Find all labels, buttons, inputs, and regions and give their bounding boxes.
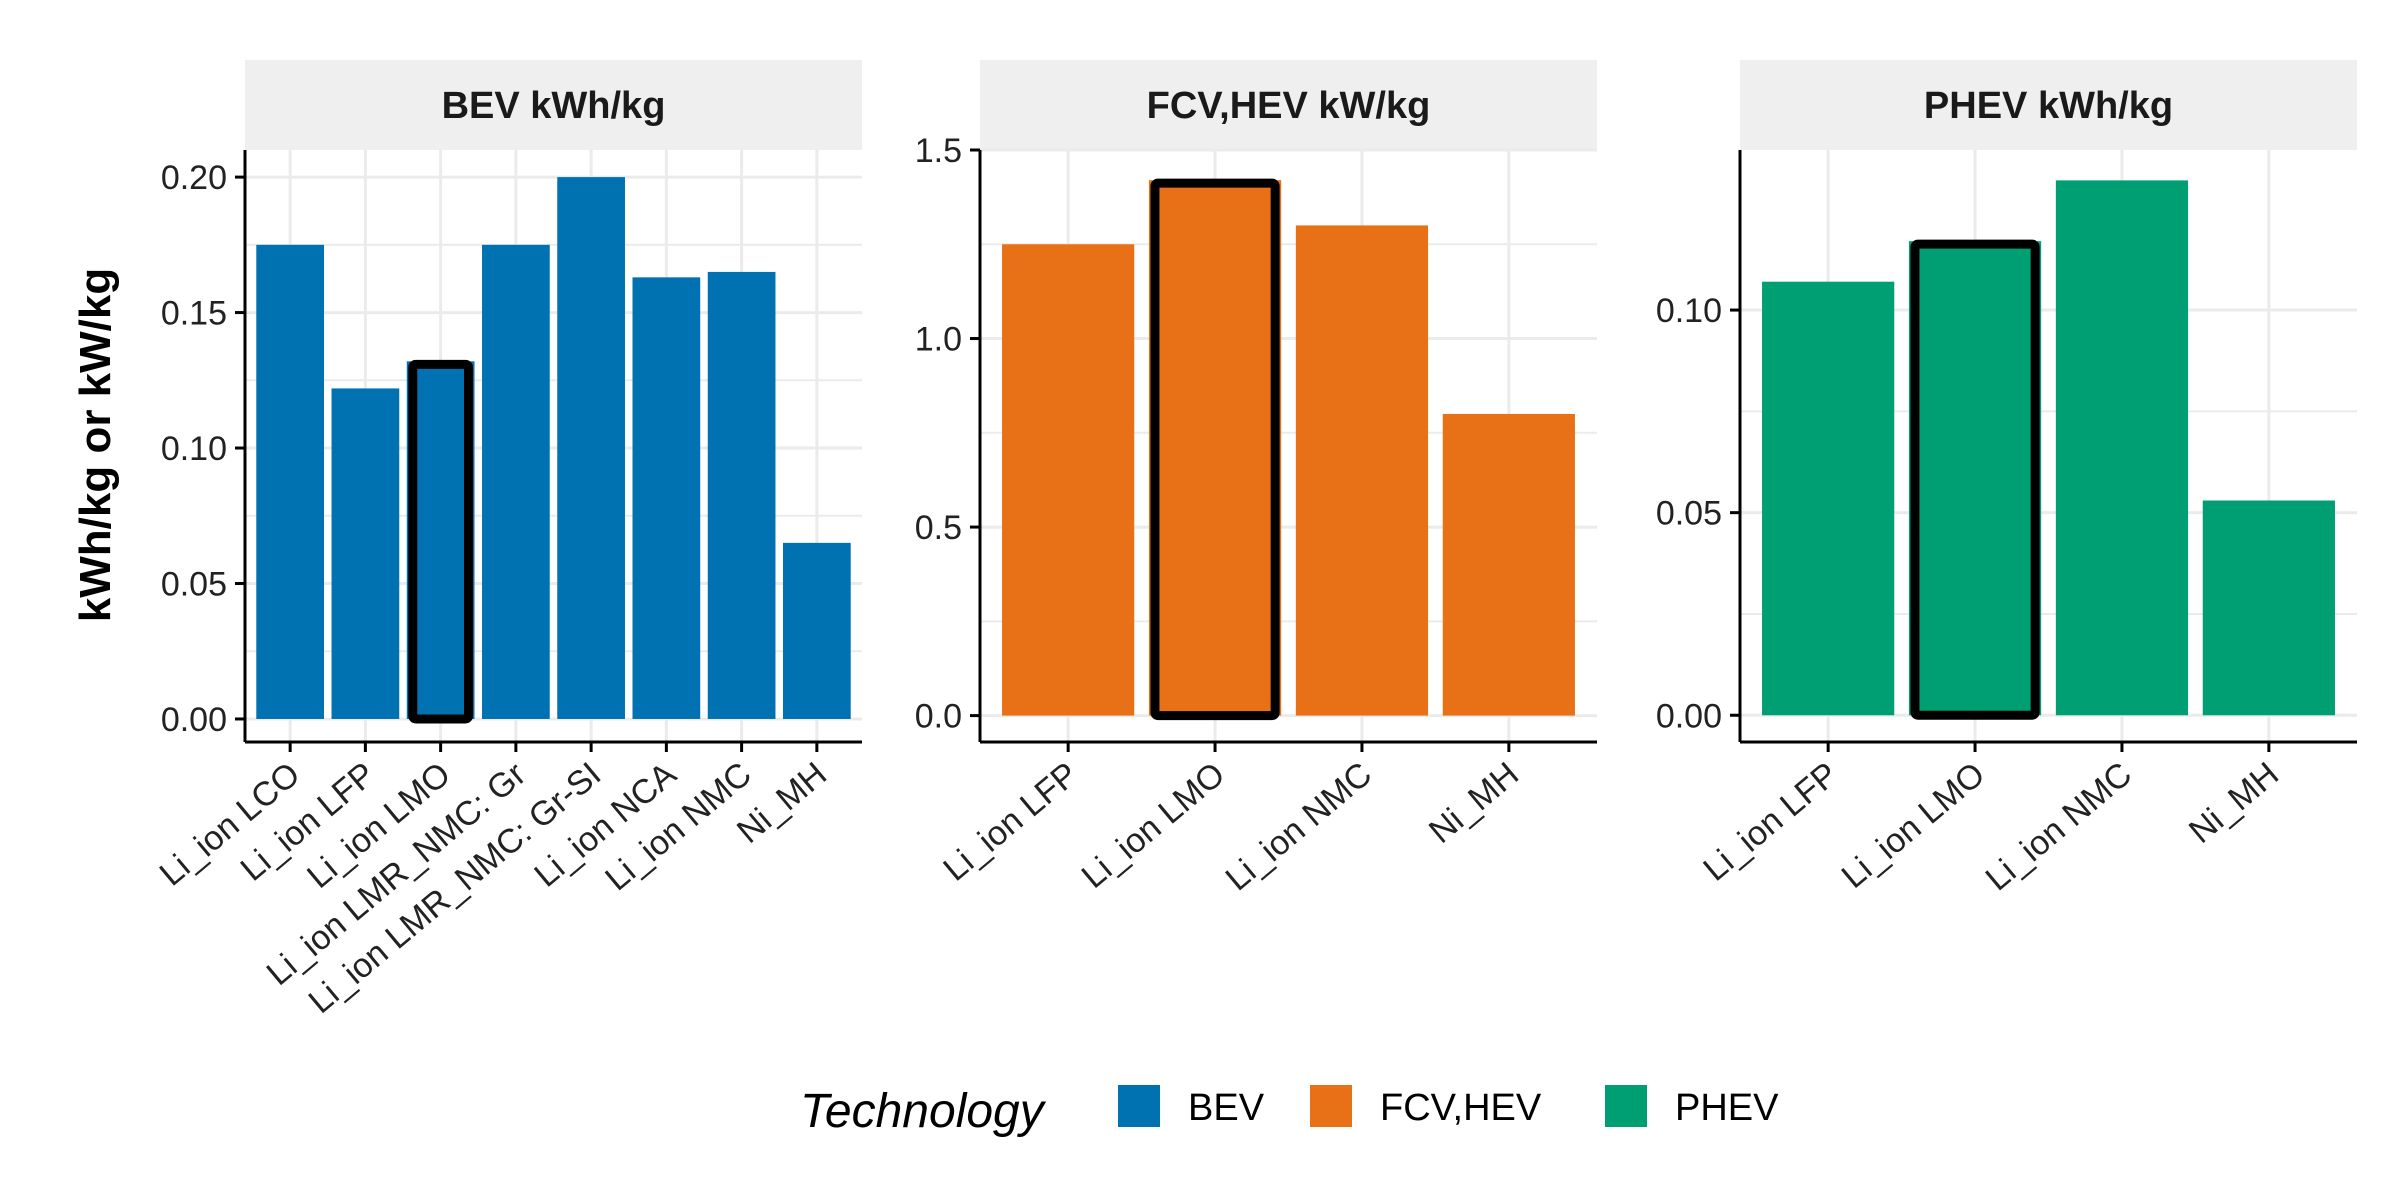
bar-li-ion-nmc <box>1295 225 1429 716</box>
y-tick-label: 0.00 <box>161 701 227 739</box>
legend-label: FCV,HEV <box>1380 1087 1542 1129</box>
bar-highlight-li-ion-lmo <box>408 359 473 724</box>
legend-items: BEV FCV,HEV PHEV <box>1118 1085 1779 1129</box>
legend: Technology BEV FCV,HEV PHEV <box>800 1085 1779 1138</box>
legend-swatch <box>1605 1085 1647 1127</box>
bar-li-ion-lmo <box>1908 241 2042 716</box>
legend-item-fcv-hev: FCV,HEV <box>1310 1085 1542 1129</box>
bar-ni-mh <box>1442 413 1575 716</box>
y-tick-label: 0.20 <box>161 159 227 197</box>
bar-li-ion-lmo <box>406 361 475 719</box>
bar-li-ion-nmc <box>707 271 776 719</box>
bar-li-ion-lmo <box>1148 180 1282 716</box>
bar-li-ion-lfp <box>331 388 400 719</box>
y-tick-label: 0.00 <box>1656 697 1722 735</box>
panel-strip <box>245 60 862 150</box>
bar-ni-mh <box>782 542 851 719</box>
bar-li-ion-lmr-nmc-gr <box>482 244 550 719</box>
bar-li-ion-lfp <box>1762 281 1895 716</box>
bar-li-ion-lfp <box>1002 244 1135 716</box>
bar-highlight-li-ion-lmo <box>1910 239 2040 720</box>
panel-title: BEV kWh/kg <box>442 85 666 127</box>
legend-label: BEV <box>1188 1087 1265 1129</box>
legend-title: Technology <box>800 1085 1047 1138</box>
y-tick-label: 0.05 <box>1656 495 1722 533</box>
bar-li-ion-lmr-nmc-gr-si <box>557 177 625 719</box>
legend-swatch <box>1310 1085 1352 1127</box>
y-tick-label: 0.05 <box>161 566 227 604</box>
panel-title: PHEV kWh/kg <box>1924 85 2173 127</box>
y-tick-label: 0.5 <box>915 509 962 547</box>
bar-li-ion-nca <box>632 277 701 719</box>
panel-strip <box>1740 60 2357 150</box>
bar-li-ion-lco <box>256 244 325 719</box>
y-tick-label: 0.10 <box>1656 292 1722 330</box>
legend-swatch <box>1118 1085 1160 1127</box>
legend-label: PHEV <box>1675 1087 1779 1129</box>
legend-item-phev: PHEV <box>1605 1085 1779 1129</box>
bar-highlight-li-ion-lmo <box>1150 178 1280 721</box>
bar-li-ion-nmc <box>2055 180 2189 716</box>
y-tick-label: 0.15 <box>161 295 227 333</box>
y-tick-label: 0.10 <box>161 430 227 468</box>
y-tick-label: 1.5 <box>915 132 962 170</box>
y-tick-label: 0.0 <box>915 698 962 736</box>
y-tick-label: 1.0 <box>915 321 962 359</box>
legend-item-bev: BEV <box>1118 1085 1265 1129</box>
bar-ni-mh <box>2202 500 2335 716</box>
panel-strip <box>980 60 1597 150</box>
y-axis-label: kWh/kg or kW/kg <box>71 268 120 622</box>
panel-title: FCV,HEV kW/kg <box>1147 85 1431 127</box>
